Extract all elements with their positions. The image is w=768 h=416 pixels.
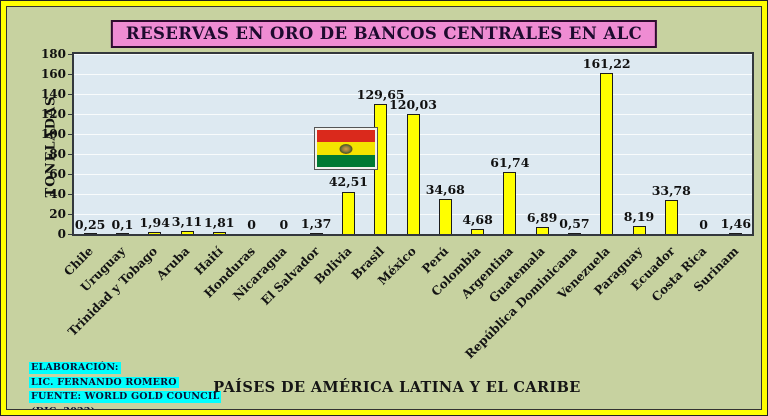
y-tick-mark bbox=[68, 174, 72, 175]
x-axis-title: PAÍSES DE AMÉRICA LATINA Y EL CARIBE bbox=[213, 379, 581, 396]
gridline bbox=[74, 94, 752, 95]
credit-line: (DIC. 2022) bbox=[29, 403, 221, 409]
y-tick-mark bbox=[68, 94, 72, 95]
bar-surinam bbox=[729, 232, 743, 234]
bar-chile bbox=[83, 232, 97, 234]
bar-value-label: 8,19 bbox=[623, 208, 655, 224]
bar-value-label: 61,74 bbox=[490, 155, 530, 171]
credit-line: ELABORACIÓN: bbox=[29, 359, 221, 374]
bar-trinidad-y-tobago bbox=[148, 232, 162, 234]
credit-date: (DIC. 2022) bbox=[29, 406, 97, 409]
bar-brasil bbox=[374, 104, 388, 234]
y-tick-mark bbox=[68, 54, 72, 55]
bar-value-label: 129,65 bbox=[356, 87, 405, 103]
y-tick-mark bbox=[68, 214, 72, 215]
y-tick-mark bbox=[68, 74, 72, 75]
bolivia-flag bbox=[314, 127, 378, 170]
y-tick-label: 80 bbox=[49, 147, 66, 161]
bar-argentina bbox=[503, 172, 517, 234]
bar-venezuela bbox=[600, 72, 614, 234]
bar-aruba bbox=[180, 230, 194, 234]
bar-paraguay bbox=[632, 225, 646, 234]
bar-value-label: 1,46 bbox=[720, 215, 752, 231]
plot-area bbox=[74, 54, 752, 234]
y-tick-label: 160 bbox=[40, 67, 66, 81]
y-tick-label: 60 bbox=[49, 167, 66, 181]
bar-value-label: 1,81 bbox=[204, 215, 235, 231]
y-tick-label: 40 bbox=[49, 187, 66, 201]
bar-value-label: 42,51 bbox=[328, 174, 368, 190]
bar-value-label: 1,94 bbox=[139, 215, 170, 231]
bar-value-label: 1,37 bbox=[300, 215, 332, 231]
bar-value-label: 6,89 bbox=[526, 210, 558, 226]
bar-value-label: 0 bbox=[699, 217, 708, 232]
bar-el-salvador bbox=[309, 232, 323, 234]
y-tick-label: 180 bbox=[40, 47, 66, 61]
bar-guatemala bbox=[535, 227, 549, 234]
bar-méxico bbox=[406, 113, 420, 234]
credits-block: ELABORACIÓN: LIC. FERNANDO ROMERO FUENTE… bbox=[29, 359, 222, 409]
chart-canvas: RESERVAS EN ORO DE BANCOS CENTRALES EN A… bbox=[6, 6, 762, 410]
credit-line: FUENTE: WORLD GOLD COUNCIL bbox=[29, 388, 222, 403]
gridline bbox=[74, 54, 752, 55]
bar-value-label: 0 bbox=[247, 217, 256, 232]
y-tick-mark bbox=[68, 154, 72, 155]
bar-ecuador bbox=[664, 200, 678, 234]
bar-value-label: 33,78 bbox=[651, 183, 691, 199]
bolivia-flag-green-stripe bbox=[317, 154, 375, 167]
bar-value-label: 161,22 bbox=[582, 55, 631, 71]
bolivia-coat-of-arms-icon bbox=[339, 143, 353, 154]
bar-república-dominicana bbox=[567, 232, 581, 234]
chart-title: RESERVAS EN ORO DE BANCOS CENTRALES EN A… bbox=[110, 20, 658, 48]
y-tick-mark bbox=[68, 234, 72, 235]
bar-value-label: 0 bbox=[279, 217, 289, 232]
bar-bolivia bbox=[341, 191, 355, 234]
y-tick-label: 20 bbox=[49, 207, 66, 221]
bolivia-flag-red-stripe bbox=[317, 130, 375, 143]
bar-uruguay bbox=[115, 232, 129, 234]
bar-value-label: 0,1 bbox=[111, 216, 134, 232]
credit-elaboracion: ELABORACIÓN: bbox=[29, 362, 121, 374]
y-tick-mark bbox=[68, 114, 72, 115]
bar-value-label: 120,03 bbox=[389, 96, 437, 112]
bar-haití bbox=[212, 232, 226, 234]
credit-line: LIC. FERNANDO ROMERO bbox=[29, 374, 221, 389]
y-tick-label: 0 bbox=[57, 227, 66, 241]
credit-source: FUENTE: WORLD GOLD COUNCIL bbox=[29, 391, 222, 403]
bar-value-label: 4,68 bbox=[462, 212, 493, 228]
bar-perú bbox=[438, 199, 452, 234]
y-tick-mark bbox=[68, 134, 72, 135]
bar-value-label: 0,57 bbox=[559, 216, 590, 232]
y-tick-label: 140 bbox=[40, 87, 66, 101]
x-tick-label: Aruba bbox=[154, 244, 193, 283]
bar-value-label: 3,11 bbox=[171, 213, 203, 229]
bar-colombia bbox=[471, 229, 485, 234]
y-tick-label: 120 bbox=[40, 107, 66, 121]
bar-value-label: 0,25 bbox=[74, 216, 106, 232]
y-tick-label: 100 bbox=[40, 127, 66, 141]
y-tick-mark bbox=[68, 194, 72, 195]
credit-author: LIC. FERNANDO ROMERO bbox=[29, 376, 179, 389]
bar-value-label: 34,68 bbox=[425, 182, 465, 198]
gridline bbox=[74, 74, 752, 75]
